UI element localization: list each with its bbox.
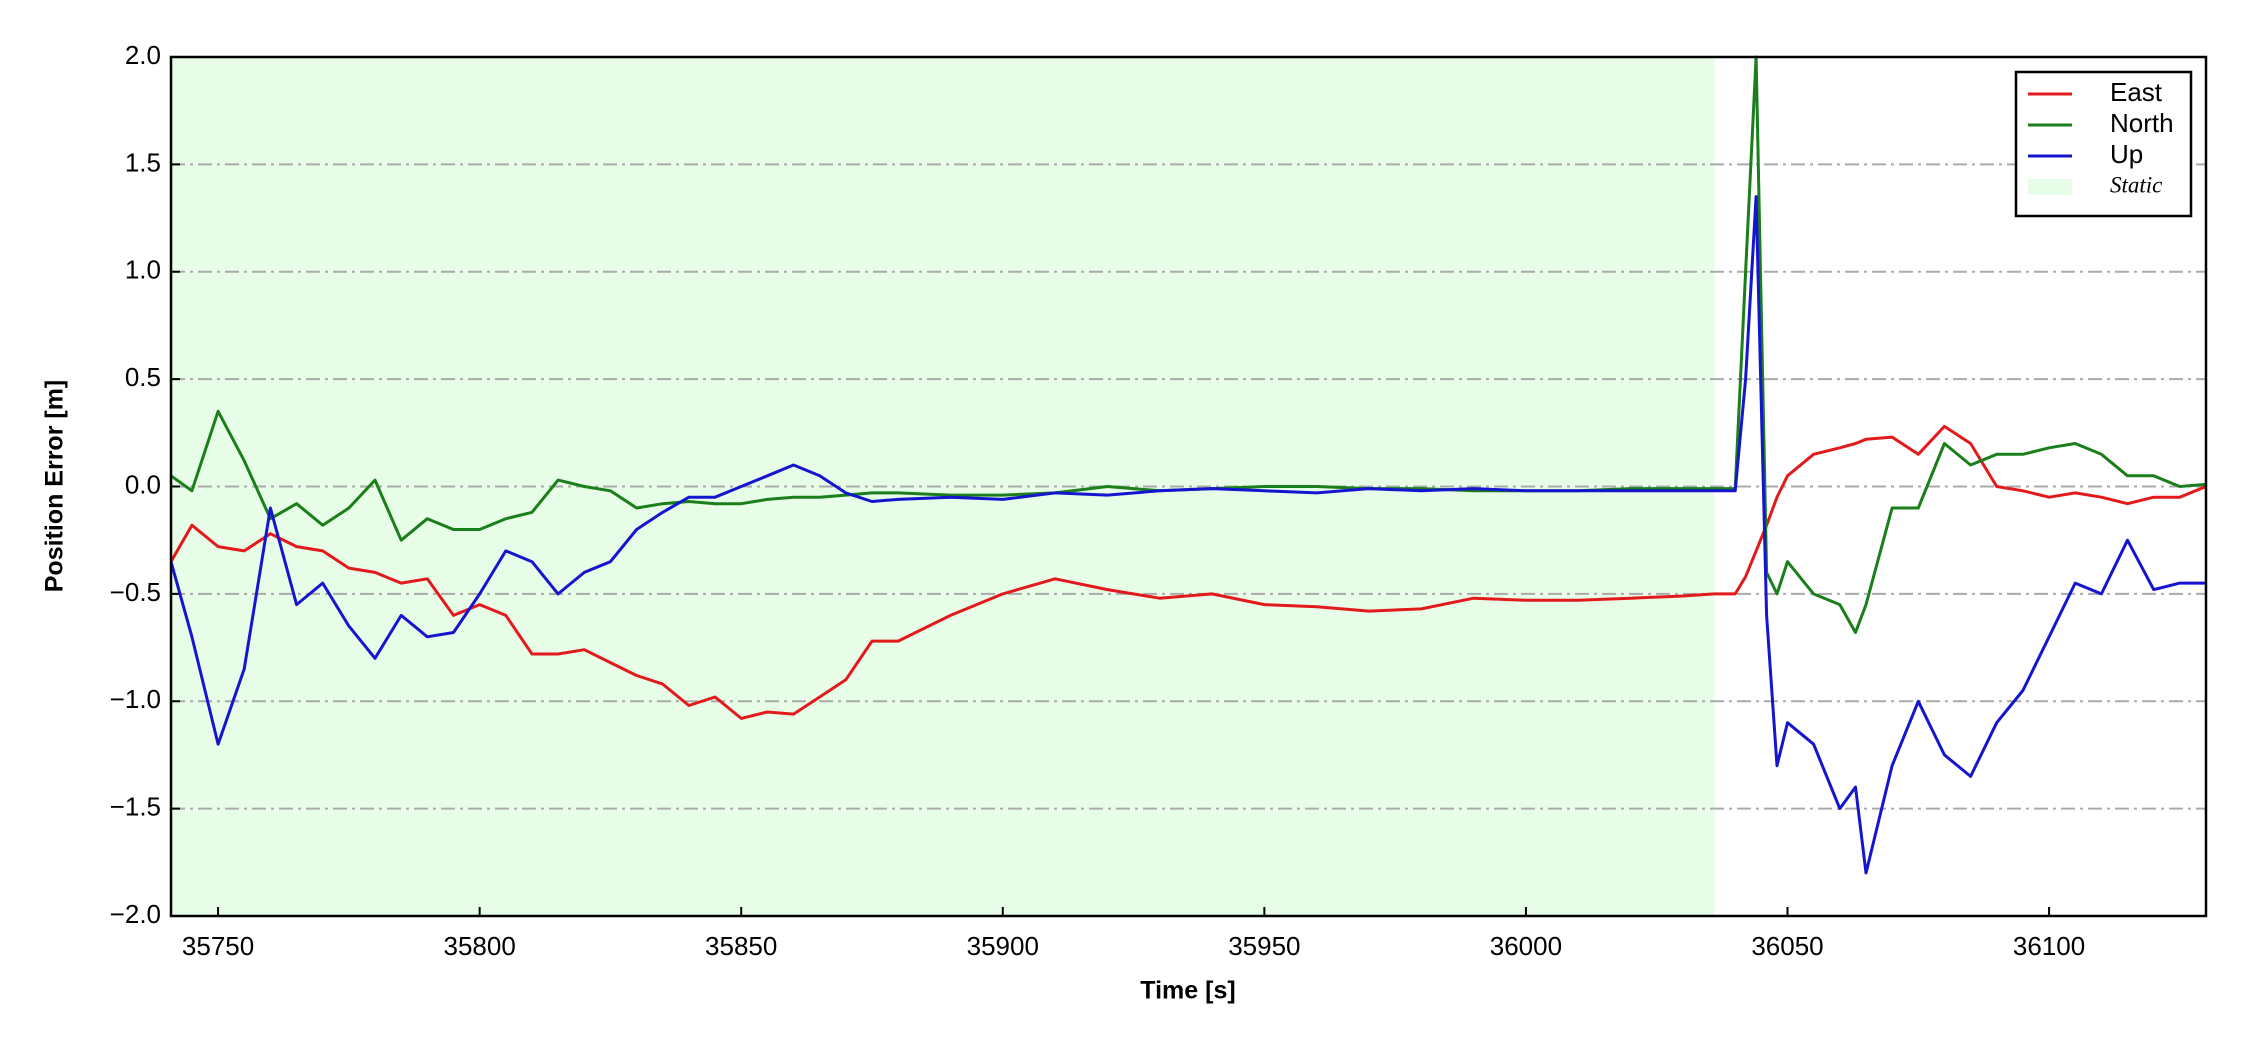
y-tick-label: 0.0: [125, 469, 161, 499]
series-line: [171, 195, 2206, 875]
y-tick-label: 1.0: [125, 255, 161, 285]
legend-label: North: [2110, 108, 2174, 138]
x-tick-label: 36000: [1490, 931, 1562, 961]
y-tick-label: −1.5: [110, 792, 161, 822]
legend-label: Static: [2110, 172, 2162, 197]
y-tick-label: −1.0: [110, 684, 161, 714]
x-axis-title: Time [s]: [1140, 977, 1235, 1005]
legend-patch: [2028, 179, 2072, 195]
series-line: [171, 424, 2206, 720]
static-span: [171, 57, 1715, 916]
x-tick-label: 35800: [443, 931, 515, 961]
y-tick-label: 0.5: [125, 362, 161, 392]
y-axis-title: Position Error [m]: [41, 380, 69, 593]
x-tick-label: 35850: [705, 931, 777, 961]
x-tick-label: 35750: [182, 931, 254, 961]
x-tick-label: 36100: [2013, 931, 2085, 961]
y-tick-label: 1.5: [125, 147, 161, 177]
y-tick-label: −0.5: [110, 577, 161, 607]
x-tick-label: 36050: [1751, 931, 1823, 961]
legend-label: Up: [2110, 139, 2143, 169]
plot-frame: [169, 55, 2208, 918]
x-tick-label: 35950: [1228, 931, 1300, 961]
y-tick-label: −2.0: [110, 899, 161, 929]
x-tick-label: 35900: [967, 931, 1039, 961]
legend-label: East: [2110, 77, 2163, 107]
y-tick-label: 2.0: [125, 40, 161, 70]
